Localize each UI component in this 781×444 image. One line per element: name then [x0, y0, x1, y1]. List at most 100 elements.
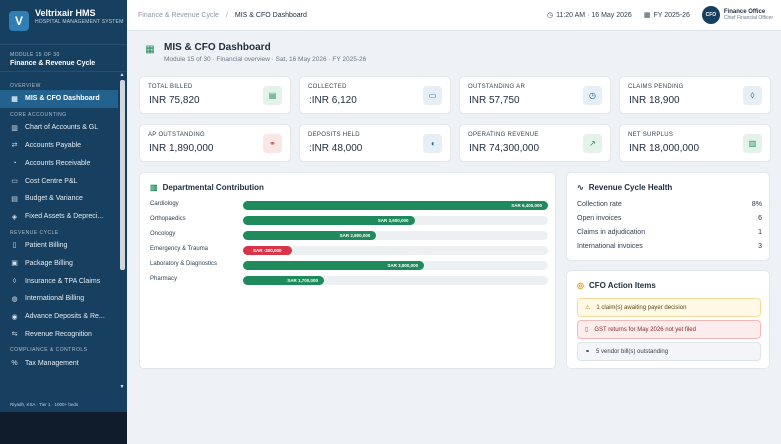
receive-icon: ◔ [12, 159, 17, 167]
sidebar-item-chart-of-accounts[interactable]: ▥ Chart of Accounts & GL [0, 119, 118, 137]
user-info[interactable]: Finance Office Chief Financial Officer [724, 9, 773, 21]
action-item-text: 1 claim(s) awaiting payer decision [596, 304, 687, 311]
sidebar-item-international-billing[interactable]: ◍ International Billing [0, 290, 118, 308]
sidebar-item-accounts-payable[interactable]: ⇄ Accounts Payable [0, 137, 118, 155]
handshake-icon: ⚭ [585, 349, 591, 355]
card-title: ∿ Revenue Cycle Health [577, 183, 672, 192]
sidebar-item-budget-variance[interactable]: ▤ Budget & Variance [0, 190, 118, 208]
deposit-icon: ◉ [11, 313, 18, 321]
department-bar[interactable]: SAR 3,800,000 [243, 261, 425, 270]
globe-icon: ◍ [11, 295, 18, 303]
kpi-value: INR 1,890,000 [149, 143, 214, 154]
metric-row: Open invoices 6 [577, 215, 762, 225]
scroll-thumb[interactable] [119, 80, 125, 270]
kpi-card-deposits-held[interactable]: DEPOSITS HELD :INR 48,000 ◖ [299, 124, 451, 162]
calculator-icon: ▤ [11, 195, 18, 203]
warning-icon: ⚠ [585, 305, 591, 311]
topbar: Finance & Revenue Cycle / MIS & CFO Dash… [127, 0, 781, 31]
card-title-text: Revenue Cycle Health [588, 183, 673, 192]
action-item[interactable]: ⚠ 1 claim(s) awaiting payer decision [577, 298, 761, 317]
breadcrumb-parent[interactable]: Finance & Revenue Cycle [138, 11, 219, 19]
current-time: ◷ 11:20 AM · 16 May 2026 [546, 11, 632, 20]
sidebar-item-package-billing[interactable]: ▣ Package Billing [0, 254, 118, 272]
departmental-contribution-card: ▥ Departmental Contribution Cardiology SA… [139, 172, 556, 369]
package-icon: ▣ [11, 260, 18, 268]
breadcrumb-separator: / [225, 11, 228, 19]
kpi-value: INR 18,000,000 [629, 143, 700, 154]
kpi-label: DEPOSITS HELD [308, 132, 360, 138]
sidebar-nav: OVERVIEW ▦ MIS & CFO Dashboard CORE ACCO… [0, 79, 118, 372]
sidebar-item-label: Package Billing [25, 259, 73, 267]
action-item[interactable]: ⚭ 5 vendor bill(s) outstanding [577, 342, 761, 361]
sidebar-item-tax-management[interactable]: % Tax Management [0, 354, 118, 372]
sidebar-item-mis-cfo-dashboard[interactable]: ▦ MIS & CFO Dashboard [0, 90, 118, 108]
bar-chart-icon: ▥ [150, 183, 158, 192]
clock-icon: ◷ [546, 12, 554, 19]
piggy-bank-icon: ◖ [423, 134, 442, 153]
sidebar-item-label: Fixed Assets & Depreci... [25, 213, 104, 221]
kpi-card-ap-outstanding[interactable]: AP OUTSTANDING INR 1,890,000 ⚭ [139, 124, 291, 162]
sidebar-item-patient-billing[interactable]: ▯ Patient Billing [0, 237, 118, 255]
metric-label: International invoices [577, 243, 643, 250]
department-name: Cardiology [150, 201, 179, 207]
kpi-card-operating-revenue[interactable]: OPERATING REVENUE INR 74,300,000 ↗ [459, 124, 611, 162]
department-bar[interactable]: SAR -300,000 [243, 246, 292, 255]
department-bar[interactable]: SAR 1,700,000 [243, 276, 325, 285]
app-subtitle: HOSPITAL MANAGEMENT SYSTEM [35, 19, 124, 25]
sidebar-item-accounts-receivable[interactable]: ◔ Accounts Receivable [0, 154, 118, 172]
kpi-label: CLAIMS PENDING [628, 84, 684, 90]
revenue-cycle-health-card: ∿ Revenue Cycle Health Collection rate 8… [566, 172, 770, 261]
scroll-up-icon[interactable]: ▲ [119, 72, 125, 78]
kpi-card-outstanding-ar[interactable]: OUTSTANDING AR INR 57,750 ◷ [459, 76, 611, 114]
brand: V Veltrixair HMS HOSPITAL MANAGEMENT SYS… [0, 0, 127, 40]
bar-track: SAR 6,400,000 [243, 201, 548, 210]
sidebar-item-label: MIS & CFO Dashboard [25, 95, 100, 103]
metric-label: Claims in adjudication [577, 229, 646, 236]
bar-track: SAR 2,800,000 [243, 231, 548, 240]
kpi-label: OPERATING REVENUE [468, 132, 539, 138]
kpi-card-collected[interactable]: COLLECTED :INR 6,120 ▭ [299, 76, 451, 114]
action-item[interactable]: ▯ GST returns for May 2026 not yet filed [577, 320, 761, 339]
department-bar[interactable]: SAR 3,600,000 [243, 216, 415, 225]
metric-value: 6 [758, 215, 762, 222]
sidebar-item-revenue-recognition[interactable]: ⇆ Revenue Recognition [0, 326, 118, 344]
sidebar-item-insurance-tpa[interactable]: ◊ Insurance & TPA Claims [0, 272, 118, 290]
avatar[interactable]: CFO [701, 6, 720, 24]
kpi-label: COLLECTED [308, 84, 347, 90]
shield-icon: ◊ [743, 86, 762, 105]
department-name: Pharmacy [150, 276, 178, 282]
sidebar-item-label: Cost Centre P&L [25, 177, 78, 185]
wallet-icon: ▭ [423, 86, 442, 105]
department-row: Emergency & Trauma SAR -300,000 [150, 246, 548, 255]
sidebar-item-advance-deposits[interactable]: ◉ Advance Deposits & Re... [0, 308, 118, 326]
bar-track: SAR 1,700,000 [243, 276, 548, 285]
kpi-label: NET SURPLUS [628, 132, 674, 138]
department-name: Emergency & Trauma [150, 246, 209, 252]
module-indicator: MODULE 15 OF 30 Finance & Revenue Cycle [0, 44, 127, 72]
metric-row: Claims in adjudication 1 [577, 229, 762, 239]
department-bar[interactable]: SAR 2,800,000 [243, 231, 377, 240]
sidebar-scrollbar[interactable]: ▲ [119, 72, 125, 395]
action-item-text: GST returns for May 2026 not yet filed [594, 326, 696, 333]
sidebar-item-label: Insurance & TPA Claims [25, 277, 101, 285]
kpi-card-total-billed[interactable]: TOTAL BILLED INR 75,820 ▤ [139, 76, 291, 114]
kpi-value: INR 57,750 [469, 95, 520, 106]
department-bar[interactable]: SAR 6,400,000 [243, 201, 548, 210]
kpi-card-net-surplus[interactable]: NET SURPLUS INR 18,000,000 ▥ [619, 124, 771, 162]
sidebar-item-fixed-assets[interactable]: ◈ Fixed Assets & Depreci... [0, 208, 118, 226]
sidebar-item-label: Advance Deposits & Re... [25, 313, 105, 321]
kpi-value: INR 75,820 [149, 95, 200, 106]
module-name: Finance & Revenue Cycle [10, 60, 96, 67]
sidebar-bottom-area [0, 412, 127, 444]
metric-label: Collection rate [577, 201, 622, 208]
user-name: Finance Office [723, 9, 766, 15]
kpi-card-claims-pending[interactable]: CLAIMS PENDING INR 18,900 ◊ [619, 76, 771, 114]
arrows-icon: ⇆ [11, 331, 18, 339]
sidebar-item-cost-centre[interactable]: ▭ Cost Centre P&L [0, 172, 118, 190]
scroll-down-icon[interactable]: ▼ [119, 384, 125, 390]
kpi-value: INR 18,900 [629, 95, 680, 106]
action-item-text: 5 vendor bill(s) outstanding [596, 348, 669, 355]
book-icon: ▥ [11, 124, 18, 132]
document-icon: ▯ [12, 242, 17, 250]
kpi-label: TOTAL BILLED [148, 84, 193, 90]
